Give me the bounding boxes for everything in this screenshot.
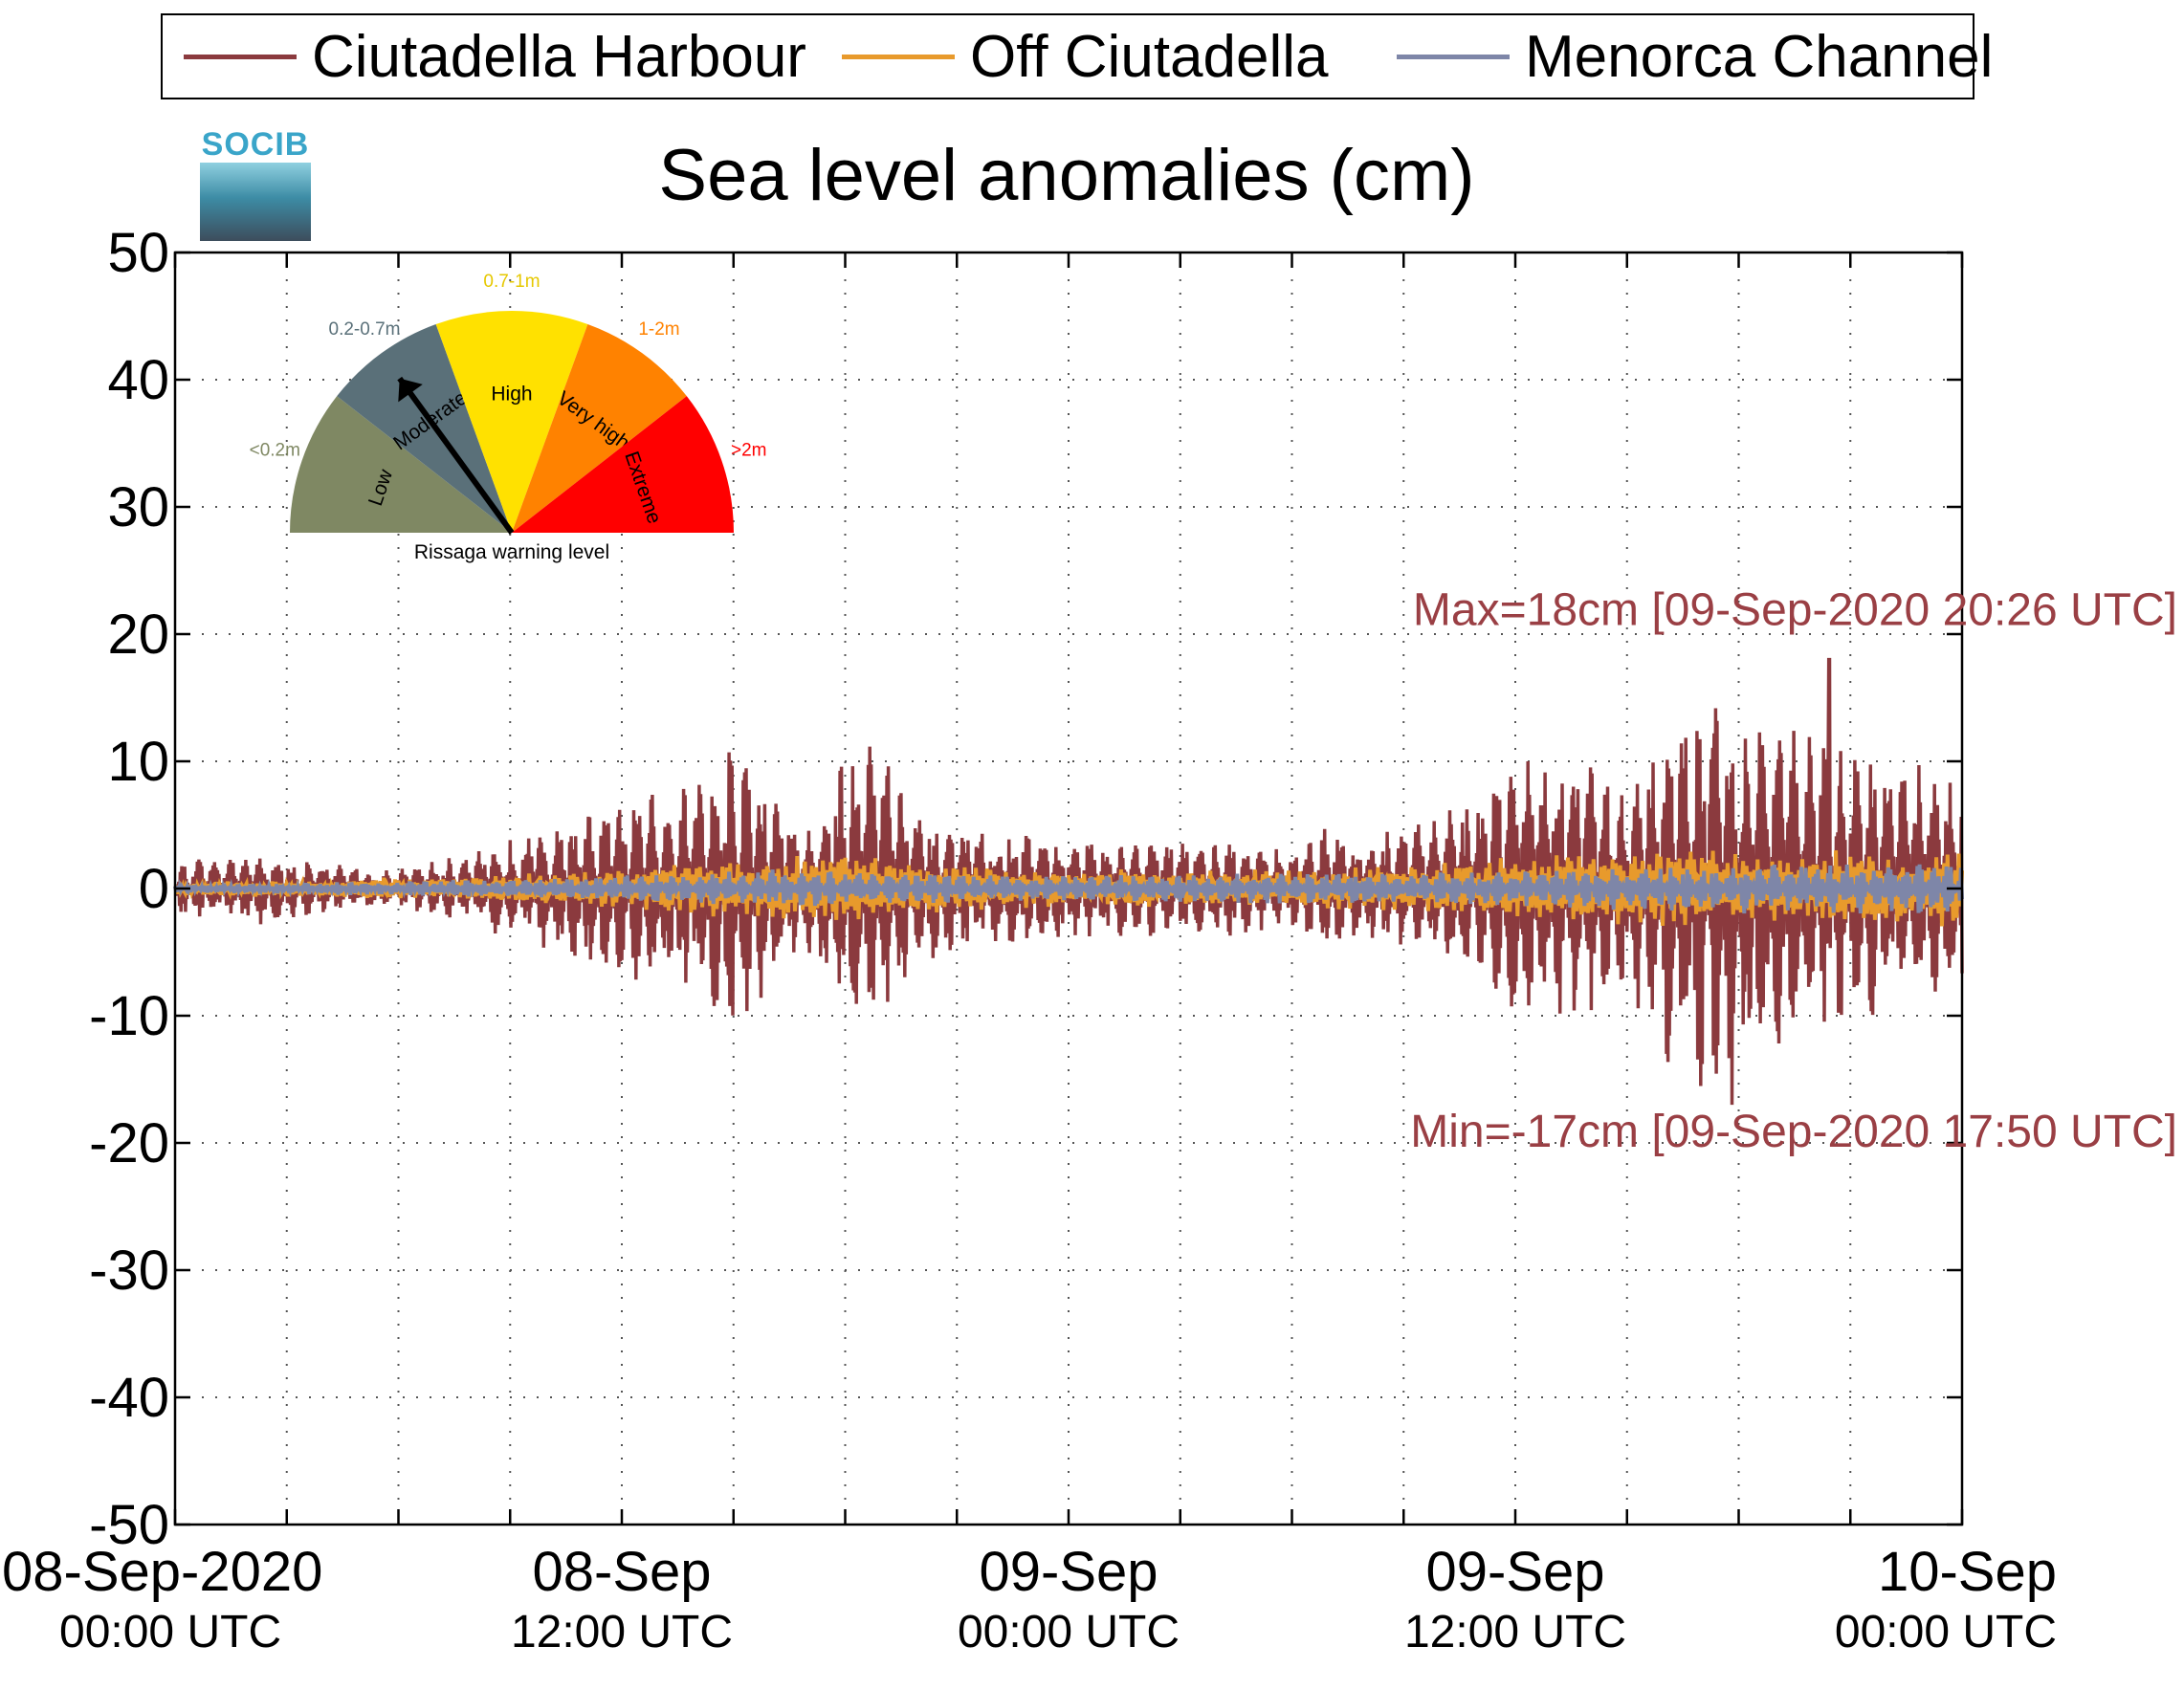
legend-label: Menorca Channel [1525,23,1994,90]
x-tick-label-time: 00:00 UTC [958,1607,1180,1657]
legend-entry-off-ciutadella: Off Ciutadella [842,15,1329,98]
x-tick-label-time: 00:00 UTC [59,1607,281,1657]
gauge-level-name: High [491,384,532,406]
x-tick-label-time: 12:00 UTC [1404,1607,1626,1657]
gauge-level-range: 0.7-1m [483,272,540,292]
legend: Ciutadella Harbour Off Ciutadella Menorc… [161,13,1993,99]
gauge-level-range: >2m [731,441,767,461]
legend-swatch [184,54,297,59]
legend-swatch [842,54,955,59]
plot-area: 50403020100-10-20-30-40-5008-Sep-202000:… [2,222,2177,1657]
legend-entry-ciutadella-harbour: Ciutadella Harbour [184,15,806,98]
gauge-caption: Rissaga warning level [414,541,609,563]
x-tick-label-date: 10-Sep [1878,1541,2057,1603]
gauge-level-range: 0.2-0.7m [329,319,401,340]
y-tick-label: -10 [89,985,169,1047]
y-tick-label: 30 [107,476,169,538]
logo-text: SOCIB [201,126,310,163]
gauge-segment-extreme [512,396,734,533]
series-line-menorca-channel [173,864,1964,914]
y-tick-label: 20 [107,604,169,666]
gauge-segment-moderate [337,323,512,533]
legend-swatch [1397,54,1510,59]
legend-label: Ciutadella Harbour [312,23,806,90]
gauge-level-range: <0.2m [250,441,300,461]
y-tick-label: -30 [89,1240,169,1302]
y-tick-label: -20 [89,1112,169,1174]
x-tick-label-date: 08-Sep [532,1541,711,1603]
x-tick-label-date: 09-Sep [979,1541,1158,1603]
max-annotation: Max=18cm [09-Sep-2020 20:26 UTC] [1413,585,2177,636]
gauge-segment-high [435,311,588,533]
y-tick-label: 10 [107,731,169,793]
x-tick-label-date: 09-Sep [1425,1541,1604,1603]
gauge-segment-low [290,396,512,533]
y-tick-label: -40 [89,1367,169,1429]
x-tick-label-time: 12:00 UTC [511,1607,733,1657]
chart-title: Sea level anomalies (cm) [658,135,1475,216]
series-line-off-ciutadella [173,850,1964,927]
gauge-needle-arrowhead [398,378,423,403]
gauge-needle [397,376,515,535]
legend-entry-menorca-channel: Menorca Channel [1397,15,1993,98]
logo-graphic [200,163,311,241]
gauge-segment-very-high [512,323,687,533]
y-tick-label: 40 [107,349,169,411]
min-annotation: Min=-17cm [09-Sep-2020 17:50 UTC] [1410,1107,2177,1157]
y-tick-label: -50 [89,1494,169,1556]
x-tick-label-time: 00:00 UTC [1835,1607,2057,1657]
x-tick-label-date: 08-Sep-2020 [2,1541,322,1603]
y-tick-label: 50 [107,222,169,284]
gauge-level-range: 1-2m [638,319,679,340]
socib-logo: SOCIB [198,126,313,241]
legend-label: Off Ciutadella [970,23,1329,90]
y-tick-label: 0 [139,858,169,920]
